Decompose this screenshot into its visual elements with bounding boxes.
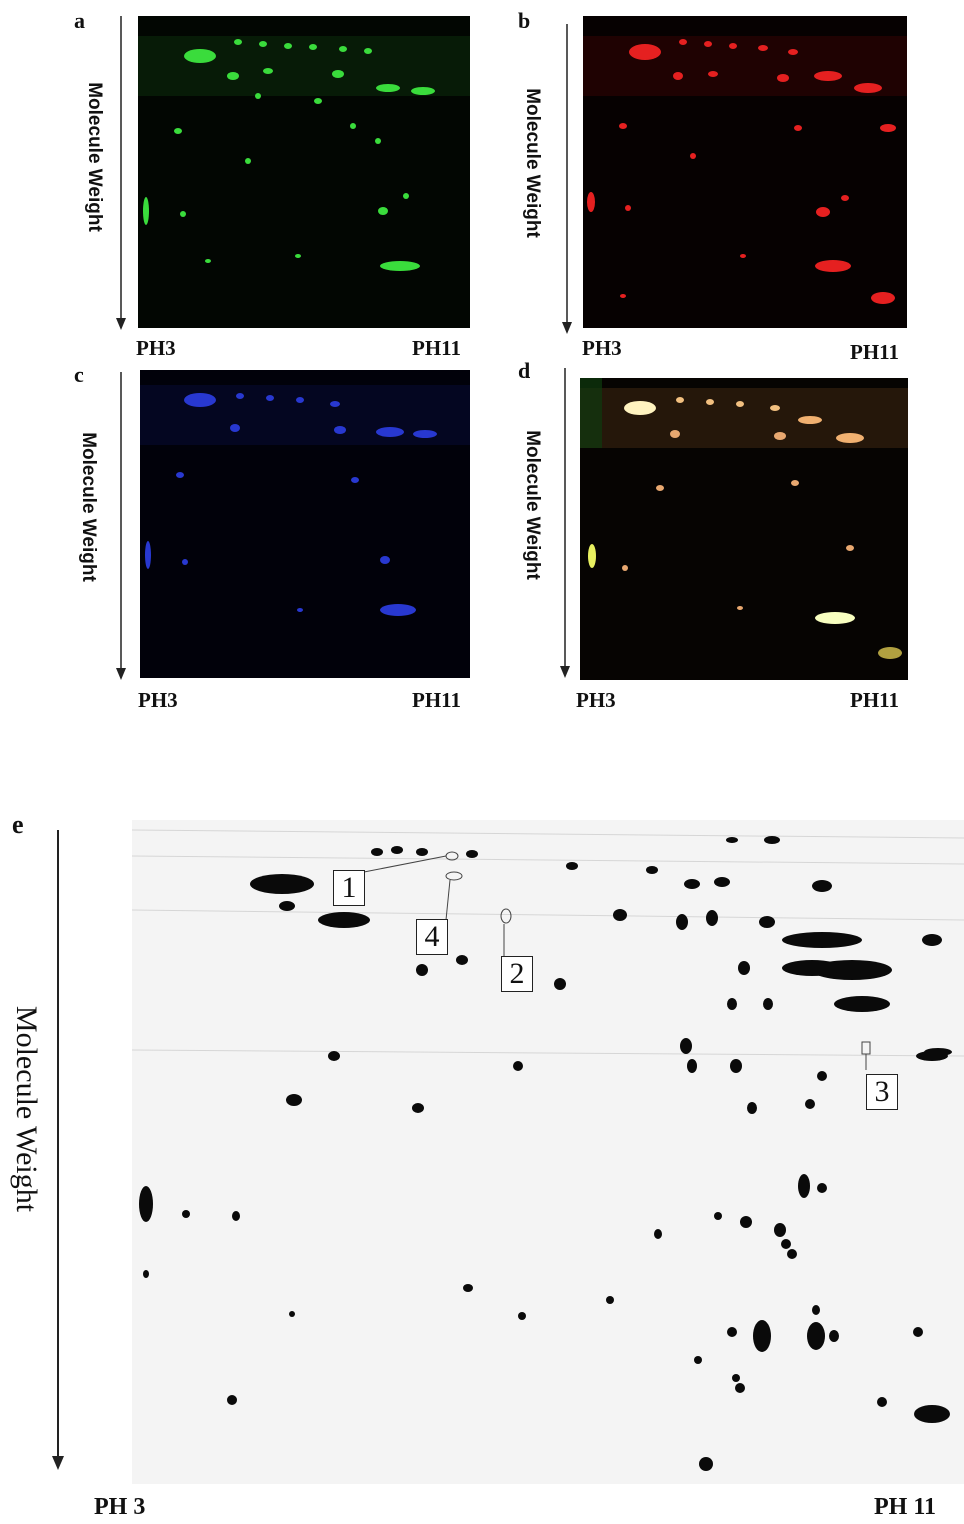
panel-a-ylabel: Molecule Weight [84,82,105,232]
panel-d-ylabel: Molecule Weight [522,430,543,580]
panel-c-ylabel: Molecule Weight [78,432,99,582]
panel-c-letter: c [74,362,84,387]
spot-label-3: 3 [866,1074,898,1110]
panel-d-mw-arrow [560,368,570,678]
panel-a-gel-image [138,16,470,328]
panel-a-ph-right: PH11 [412,336,462,360]
panel-d-ph-left: PH3 [576,688,616,712]
panel-b-ph-left: PH3 [582,336,622,360]
panel-e-letter: e [12,810,24,839]
panel-b-mw-arrow [562,24,572,334]
panel-a-letter: a [74,8,85,33]
spot-label-1: 1 [333,870,365,906]
panel-c-ph-left: PH3 [138,688,178,712]
panel-e-streaks [132,829,964,1057]
panel-d-gel-image [580,378,908,680]
panel-e-gel-image [132,820,964,1484]
panel-c-mw-arrow [116,372,126,680]
panel-c-ph-right: PH11 [412,688,462,712]
panel-e-spots [139,836,952,1471]
panel-b-letter: b [518,8,531,33]
panel-d-ph-right: PH11 [850,688,900,712]
panel-a-ph-left: PH3 [136,336,176,360]
panel-b-ylabel: Molecule Weight [522,88,543,238]
panel-d-letter: d [518,358,531,383]
panel-a-spots [138,36,470,271]
panel-c-spots [140,385,470,616]
spot-label-4: 4 [416,919,448,955]
panel-a-mw-arrow [116,16,126,330]
panel-e-mw-arrow [52,830,64,1470]
panel-c-gel-image [140,370,470,678]
panel-e-ylabel: Molecule Weight [10,1005,43,1213]
spot-label-2: 2 [501,956,533,992]
panel-e-ph-right: PH 11 [874,1494,937,1520]
panel-d-spots [580,378,908,659]
panel-b-gel-image [583,16,907,328]
panel-e-callouts [363,851,871,1070]
panel-b-ph-right: PH11 [850,340,900,364]
panel-b-spots [583,36,907,304]
panel-e-ph-left: PH 3 [94,1494,146,1520]
